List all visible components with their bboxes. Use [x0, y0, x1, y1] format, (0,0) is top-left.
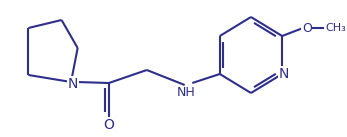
Text: N: N [68, 77, 78, 91]
Text: O: O [103, 118, 115, 132]
Text: N: N [279, 67, 289, 81]
Text: O: O [302, 22, 312, 35]
Text: CH₃: CH₃ [326, 23, 346, 33]
Text: NH: NH [177, 86, 196, 99]
